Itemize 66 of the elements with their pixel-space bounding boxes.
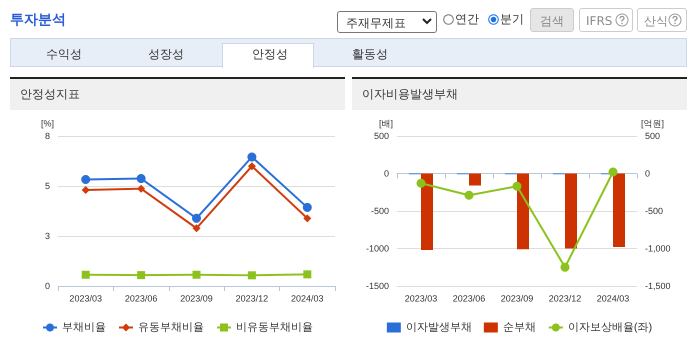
- y2-tick-label: -1,500: [645, 281, 671, 291]
- point: [248, 162, 256, 170]
- y-axis-title: [배]: [378, 118, 393, 128]
- y-tick-label: 8: [44, 131, 50, 141]
- y-tick-label: 500: [374, 131, 389, 141]
- point: [464, 190, 474, 200]
- text: 수익성: [46, 46, 82, 63]
- point: [192, 224, 200, 232]
- point: [302, 202, 312, 212]
- point: [192, 270, 200, 279]
- text: IFRS: [579, 8, 633, 32]
- x-tick-label: 2024/03: [596, 294, 630, 304]
- x-tick-label: 2023/09: [180, 294, 213, 304]
- y2-tick-label: -1,000: [645, 244, 671, 254]
- y-tick-label: 5: [44, 181, 50, 192]
- y-tick-label: 0: [44, 281, 50, 291]
- y2-tick-label: 0: [645, 168, 650, 178]
- chart-title: 안정성지표: [10, 77, 345, 110]
- point: [560, 262, 570, 272]
- text: 검색: [530, 8, 574, 32]
- point: [247, 152, 256, 162]
- x-tick-label: 2023/09: [500, 294, 534, 304]
- x-tick-label: 2023/12: [236, 294, 268, 304]
- y-tick-label: -1000: [366, 244, 389, 254]
- y2-tick-label: 500: [645, 131, 660, 141]
- point: [248, 271, 256, 280]
- y-tick-label: -500: [370, 206, 389, 216]
- y-tick-label: -1500: [366, 281, 389, 291]
- legend-label: 이자보상배율(좌): [568, 322, 652, 334]
- y-tick-label: 3: [44, 230, 50, 241]
- point: [192, 214, 201, 223]
- point: [137, 271, 146, 280]
- x-tick-label: 2023/03: [404, 294, 438, 304]
- point: [416, 178, 426, 188]
- text: 주재무제표: [337, 11, 437, 33]
- x-tick-label: 2024/03: [291, 294, 324, 304]
- legend-label: 순부채: [502, 322, 536, 334]
- text: 활동성: [352, 46, 388, 63]
- y-tick-label: 0: [384, 168, 389, 178]
- legend-label: 유동부채비율: [138, 322, 204, 334]
- y2-axis-title: [억원]: [641, 118, 664, 128]
- text: 산식: [637, 8, 687, 32]
- point: [137, 184, 146, 193]
- text: 연간: [455, 11, 479, 28]
- legend-label: 이자발생부채: [406, 322, 472, 334]
- x-tick-label: 2023/06: [452, 294, 486, 304]
- legend-label: 부채비율: [62, 322, 106, 334]
- chart-title: 이자비용발생부채: [352, 77, 687, 110]
- legend-label: 비유동부채비율: [236, 322, 313, 334]
- x-tick-label: 2023/12: [548, 294, 582, 304]
- point: [608, 168, 618, 176]
- point: [303, 214, 312, 222]
- point: [82, 270, 90, 279]
- point: [303, 270, 312, 278]
- x-tick-label: 2023/06: [124, 294, 158, 304]
- y2-tick-label: -500: [645, 206, 664, 216]
- y-axis-title: [%]: [40, 118, 54, 128]
- point: [136, 174, 146, 184]
- point: [81, 175, 90, 184]
- text: 안정성: [252, 46, 288, 63]
- point: [82, 186, 90, 194]
- x-tick-label: 2023/03: [69, 294, 102, 304]
- text: 성장성: [148, 46, 184, 63]
- text: 분기: [500, 11, 524, 28]
- point: [512, 182, 522, 191]
- text: 투자분석: [10, 11, 66, 29]
